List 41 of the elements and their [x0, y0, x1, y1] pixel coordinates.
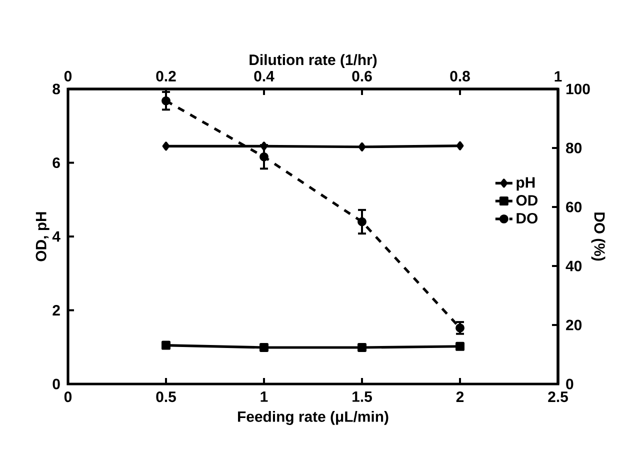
x2-tick-label: 1: [554, 71, 562, 82]
x-tick-label: 2: [456, 392, 464, 402]
x-tick-label: 1.5: [352, 392, 372, 402]
x-axis-title: Feeding rate (μL/min): [238, 410, 388, 425]
legend-label: DO: [516, 212, 538, 224]
y2-axis-title: DO (%): [591, 212, 606, 261]
x-tick-label: 0: [64, 392, 72, 402]
x-tick-label: 0.5: [156, 392, 176, 402]
point: [456, 323, 464, 332]
y2-tick-label: 0: [566, 378, 574, 390]
y-tick-label: 2: [52, 305, 60, 316]
point: [456, 141, 464, 150]
point: [162, 96, 170, 106]
point: [260, 343, 268, 352]
y-tick-label: 0: [52, 378, 60, 390]
x2-tick-label: 0.6: [352, 70, 372, 82]
x-tick-label: 2.5: [548, 392, 568, 402]
point: [260, 152, 268, 162]
point: [358, 142, 366, 152]
point: [358, 343, 366, 352]
y-tick-label: 6: [52, 157, 60, 168]
point: [358, 217, 366, 226]
point: [162, 142, 170, 151]
x2-tick-label: 0.2: [156, 70, 176, 82]
y-tick-label: 8: [52, 84, 60, 94]
legend-label: pH: [516, 177, 535, 191]
y-axis-title: OD, pH: [36, 212, 50, 262]
legend-label: OD: [516, 195, 538, 206]
y2-tick-label: 100: [566, 84, 590, 94]
y2-tick-label: 40: [566, 260, 582, 272]
y2-tick-label: 80: [566, 142, 582, 154]
x2-axis-title: Dilution rate (1/hr): [250, 54, 377, 68]
x2-tick-label: 0.8: [450, 70, 470, 82]
point: [456, 342, 464, 351]
x-tick-label: 1: [260, 392, 268, 402]
y-tick-label: 4: [52, 231, 60, 242]
x2-tick-label: 0: [64, 70, 72, 82]
point: [162, 340, 170, 350]
y2-tick-label: 60: [566, 202, 582, 212]
x2-tick-label: 0.4: [254, 70, 274, 82]
y2-tick-label: 20: [566, 320, 582, 330]
